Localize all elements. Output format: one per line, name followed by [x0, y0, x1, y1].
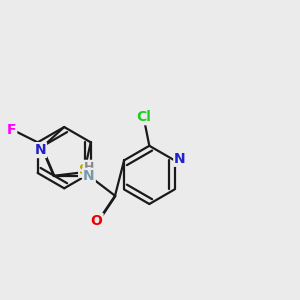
Text: Cl: Cl — [136, 110, 152, 124]
Text: F: F — [7, 123, 16, 137]
Text: O: O — [91, 214, 103, 228]
Text: H: H — [84, 161, 94, 174]
Text: S: S — [79, 163, 89, 177]
Text: N: N — [174, 152, 186, 166]
Text: N: N — [83, 169, 95, 183]
Text: N: N — [34, 143, 46, 157]
